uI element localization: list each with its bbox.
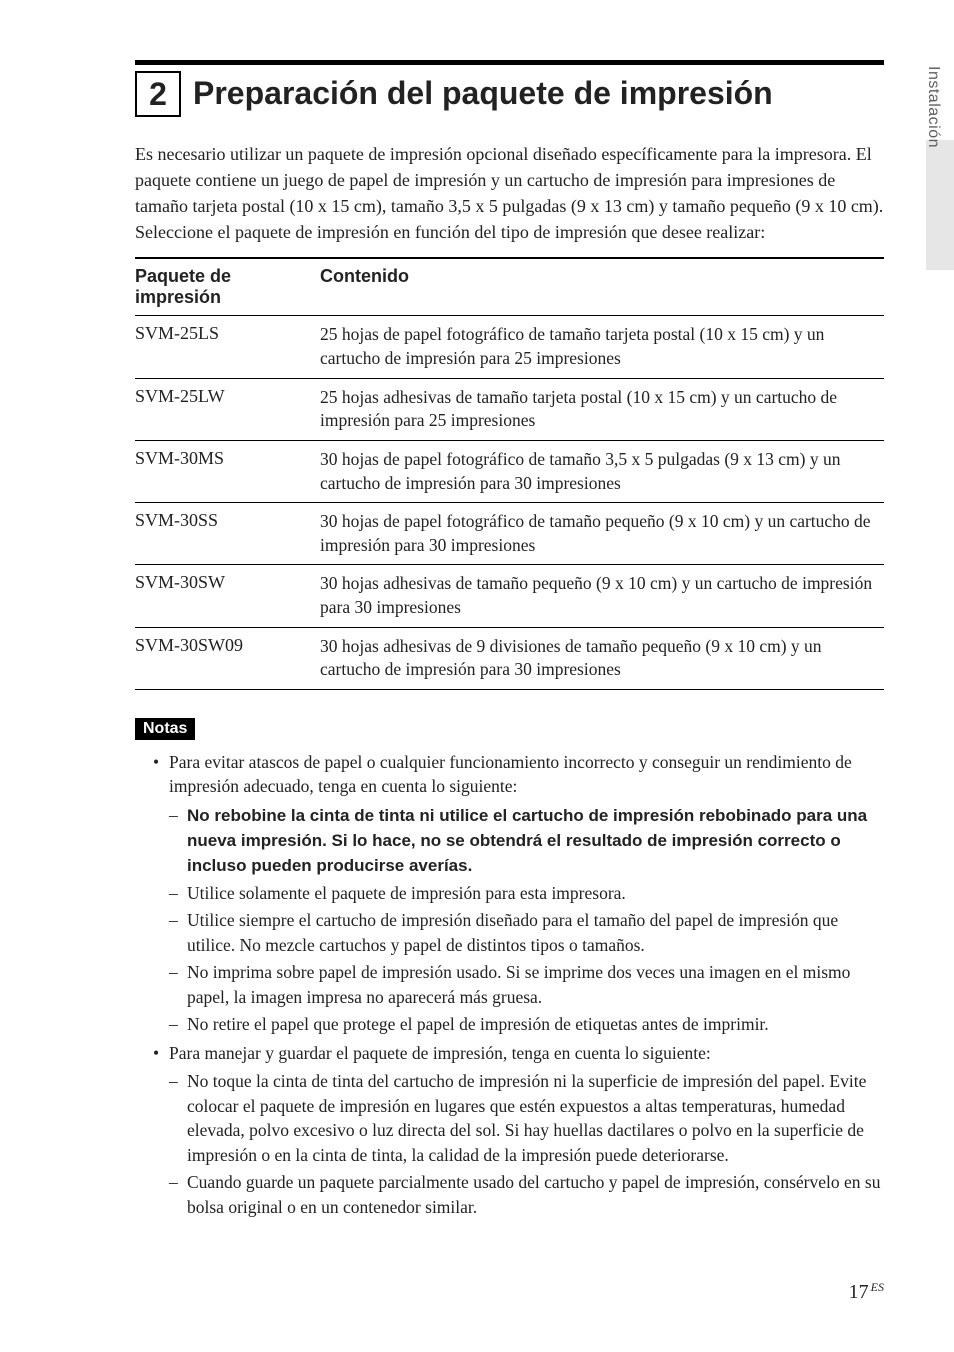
- table-cell-cnt: 30 hojas adhesivas de tamaño pequeño (9 …: [320, 565, 884, 627]
- table-cell-cnt: 25 hojas de papel fotográfico de tamaño …: [320, 316, 884, 378]
- table-cell-pkg: SVM-30MS: [135, 440, 320, 502]
- table-cell-cnt: 30 hojas de papel fotográfico de tamaño …: [320, 503, 884, 565]
- note-sub-item: Utilice solamente el paquete de impresió…: [169, 881, 884, 906]
- table-header-content: Contenido: [320, 258, 884, 316]
- table-row: SVM-30SS 30 hojas de papel fotográfico d…: [135, 503, 884, 565]
- title-row: 2 Preparación del paquete de impresión: [135, 71, 884, 117]
- table-cell-pkg: SVM-25LW: [135, 378, 320, 440]
- table-cell-cnt: 30 hojas adhesivas de 9 divisiones de ta…: [320, 627, 884, 689]
- table-cell-pkg: SVM-25LS: [135, 316, 320, 378]
- note-sublist: No toque la cinta de tinta del cartucho …: [169, 1069, 884, 1219]
- title-number: 2: [149, 78, 167, 110]
- page-number: 17ES: [849, 1280, 884, 1304]
- table-cell-cnt: 30 hojas de papel fotográfico de tamaño …: [320, 440, 884, 502]
- note-sub-text: No rebobine la cinta de tinta ni utilice…: [187, 806, 867, 875]
- intro-paragraph: Es necesario utilizar un paquete de impr…: [135, 141, 884, 245]
- note-sub-item: No imprima sobre papel de impresión usad…: [169, 960, 884, 1009]
- note-bullet-text: Para manejar y guardar el paquete de imp…: [169, 1043, 711, 1063]
- note-sub-item: Utilice siempre el cartucho de impresión…: [169, 908, 884, 957]
- table-row: SVM-30MS 30 hojas de papel fotográfico d…: [135, 440, 884, 502]
- note-sub-item: Cuando guarde un paquete parcialmente us…: [169, 1170, 884, 1219]
- note-bullet: Para evitar atascos de papel o cualquier…: [153, 750, 884, 1037]
- side-tab-label: Instalación: [924, 66, 942, 148]
- note-sub-item: No rebobine la cinta de tinta ni utilice…: [169, 803, 884, 878]
- table-header-row: Paquete de impresión Contenido: [135, 258, 884, 316]
- page-number-lang: ES: [871, 1280, 884, 1294]
- page-number-value: 17: [849, 1281, 869, 1303]
- note-sub-item: No retire el papel que protege el papel …: [169, 1012, 884, 1037]
- note-bullet-text: Para evitar atascos de papel o cualquier…: [169, 752, 852, 797]
- notas-badge: Notas: [135, 718, 195, 740]
- title-text: Preparación del paquete de impresión: [193, 76, 773, 111]
- side-tab-marker: [926, 140, 954, 270]
- notes-list: Para evitar atascos de papel o cualquier…: [153, 750, 884, 1219]
- table-row: SVM-25LW 25 hojas adhesivas de tamaño ta…: [135, 378, 884, 440]
- note-sub-text: No imprima sobre papel de impresión usad…: [187, 962, 850, 1007]
- note-sub-text: No toque la cinta de tinta del cartucho …: [187, 1071, 866, 1165]
- note-sublist: No rebobine la cinta de tinta ni utilice…: [169, 803, 884, 1037]
- note-bullet: Para manejar y guardar el paquete de imp…: [153, 1041, 884, 1220]
- table-row: SVM-30SW09 30 hojas adhesivas de 9 divis…: [135, 627, 884, 689]
- title-number-box: 2: [135, 71, 181, 117]
- note-sub-text: Cuando guarde un paquete parcialmente us…: [187, 1172, 880, 1217]
- table-row: SVM-25LS 25 hojas de papel fotográfico d…: [135, 316, 884, 378]
- note-sub-text: No retire el papel que protege el papel …: [187, 1014, 769, 1034]
- table-header-package: Paquete de impresión: [135, 258, 320, 316]
- title-rule: [135, 60, 884, 65]
- print-package-table: Paquete de impresión Contenido SVM-25LS …: [135, 257, 884, 690]
- note-sub-text: Utilice siempre el cartucho de impresión…: [187, 910, 838, 955]
- table-cell-pkg: SVM-30SS: [135, 503, 320, 565]
- table-cell-pkg: SVM-30SW: [135, 565, 320, 627]
- table-cell-cnt: 25 hojas adhesivas de tamaño tarjeta pos…: [320, 378, 884, 440]
- table-row: SVM-30SW 30 hojas adhesivas de tamaño pe…: [135, 565, 884, 627]
- note-sub-item: No toque la cinta de tinta del cartucho …: [169, 1069, 884, 1167]
- table-cell-pkg: SVM-30SW09: [135, 627, 320, 689]
- page-root: Instalación 2 Preparación del paquete de…: [0, 0, 954, 1352]
- note-sub-text: Utilice solamente el paquete de impresió…: [187, 883, 626, 903]
